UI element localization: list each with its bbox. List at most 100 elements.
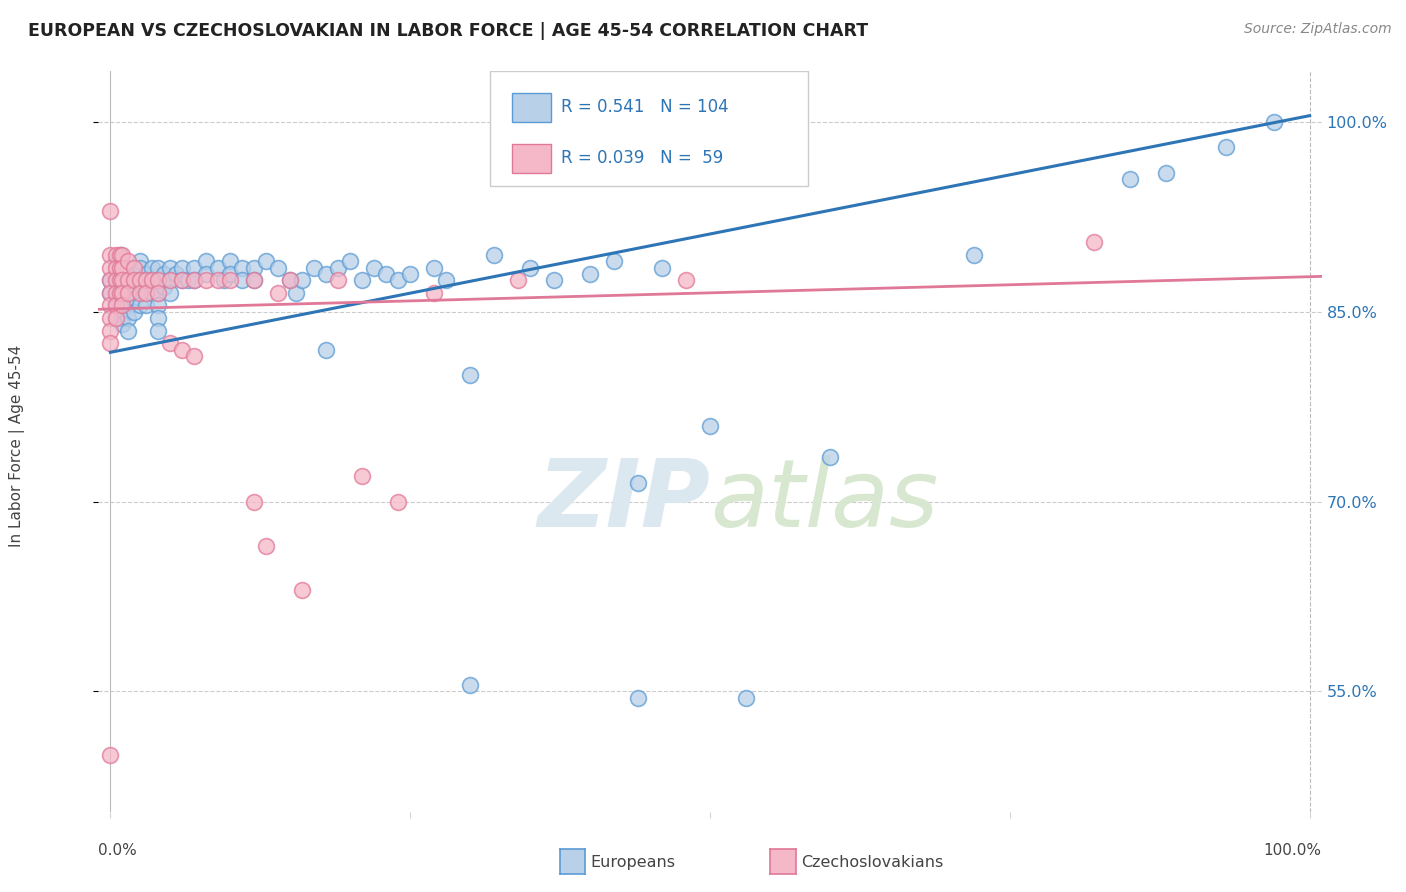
Point [243,273,266,287]
Point [172,273,194,287]
Point [135,285,157,300]
Point [105,248,128,262]
Point [111,311,134,326]
Point [124,285,146,300]
Point [100,203,122,218]
Point [1215,140,1237,154]
Text: Source: ZipAtlas.com: Source: ZipAtlas.com [1244,22,1392,37]
FancyBboxPatch shape [512,144,551,173]
Point [399,267,422,281]
Point [100,260,122,275]
Point [172,260,194,275]
Point [111,279,134,293]
Point [735,690,758,705]
Point [375,267,398,281]
Point [100,298,122,312]
Point [153,267,176,281]
Point [108,260,131,275]
Point [117,285,139,300]
Point [304,260,326,275]
Point [183,273,205,287]
Point [124,260,146,275]
Point [141,260,163,275]
Point [124,267,146,281]
Point [172,343,194,357]
Point [105,285,128,300]
Point [508,273,530,287]
Point [108,273,131,287]
Point [254,254,277,268]
Point [219,267,242,281]
Text: ZIP: ZIP [537,455,710,547]
Point [183,273,205,287]
Point [108,298,131,312]
Point [219,273,242,287]
Point [135,298,157,312]
Point [183,349,205,363]
Point [129,260,152,275]
Point [231,260,253,275]
Point [458,368,481,383]
Point [111,298,134,312]
Point [328,260,350,275]
Point [387,494,409,508]
Point [129,273,152,287]
Point [117,254,139,268]
Point [100,285,122,300]
Point [579,267,602,281]
Point [148,285,170,300]
Point [105,260,128,275]
Point [1154,166,1177,180]
Point [105,292,128,306]
Point [1119,172,1142,186]
Point [108,248,131,262]
Point [135,285,157,300]
Point [231,273,253,287]
Point [135,273,157,287]
Point [129,273,152,287]
Point [214,273,236,287]
Point [195,254,218,268]
Text: Europeans: Europeans [591,855,675,870]
Point [135,267,157,281]
Text: atlas: atlas [710,455,938,546]
Point [159,336,181,351]
Point [105,311,128,326]
Point [267,260,290,275]
Point [111,298,134,312]
Point [111,285,134,300]
Point [328,273,350,287]
Point [243,494,266,508]
Point [482,248,505,262]
Point [141,285,163,300]
Point [1083,235,1105,250]
Point [254,539,277,553]
Point [159,260,181,275]
Point [423,260,446,275]
Point [195,273,218,287]
Point [135,273,157,287]
Point [165,267,187,281]
Point [195,267,218,281]
Point [129,254,152,268]
Point [651,260,673,275]
Point [100,747,122,762]
Point [159,273,181,287]
Point [675,273,697,287]
Point [108,285,131,300]
Point [108,285,131,300]
Point [100,311,122,326]
Point [117,260,139,275]
Point [159,285,181,300]
Point [100,285,122,300]
Point [100,248,122,262]
Point [124,305,146,319]
Point [243,273,266,287]
Point [183,260,205,275]
Point [963,248,986,262]
Point [117,324,139,338]
Point [207,260,229,275]
Point [129,285,152,300]
Point [129,298,152,312]
Text: R = 0.541   N = 104: R = 0.541 N = 104 [561,98,728,116]
